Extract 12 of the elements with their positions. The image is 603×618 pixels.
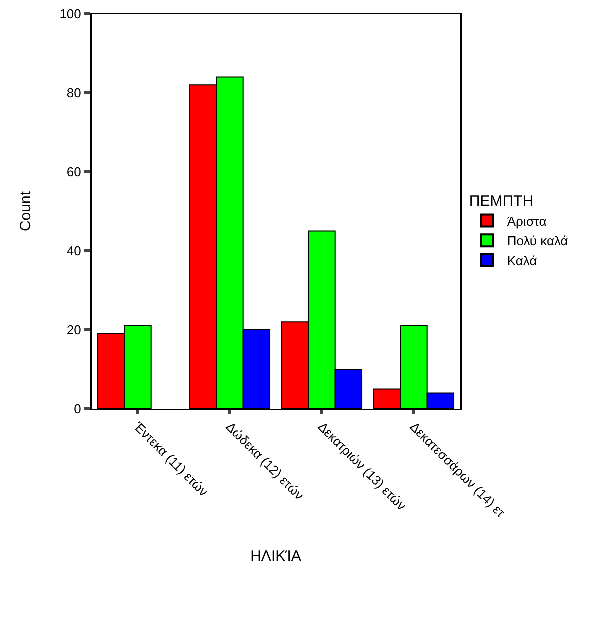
x-axis-title: ΗΛΙΚΊΑ <box>250 548 302 566</box>
y-tick-label: 20 <box>66 322 82 338</box>
legend-label: Άριστα <box>507 214 548 229</box>
y-axis-title: Count <box>17 190 34 232</box>
y-tick-label: 80 <box>66 86 82 101</box>
legend-label: Καλά <box>507 254 538 269</box>
y-tick-label: 100 <box>60 6 82 22</box>
legend-label: Πολύ καλά <box>507 234 569 249</box>
y-tick-label: 40 <box>66 244 82 259</box>
legend-title: ΠΕΜΠΤΗ <box>469 192 534 210</box>
y-tick-label: 0 <box>74 402 82 417</box>
y-tick-label: 60 <box>66 164 82 180</box>
